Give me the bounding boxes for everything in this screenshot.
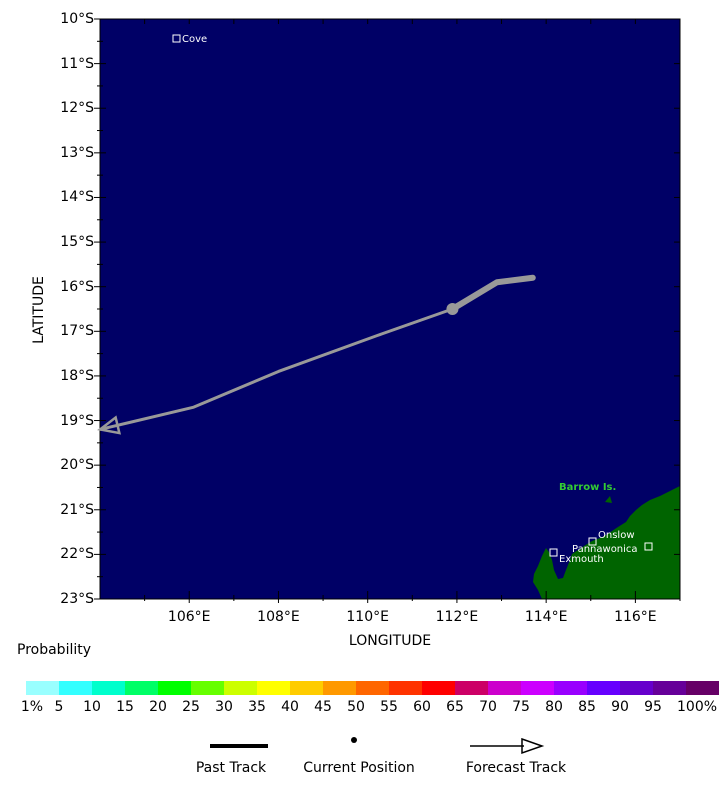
forecast-arrowhead (97, 415, 122, 435)
colorbar-swatch (323, 681, 356, 695)
axis-ticks (94, 18, 681, 603)
colorbar-tick-label: 40 (281, 699, 299, 715)
colorbar-swatch (389, 681, 422, 695)
colorbar-tick-label: 20 (149, 699, 167, 715)
colorbar-tick-label: 5 (54, 699, 64, 715)
latitude-tick-label: 20°S (60, 457, 94, 474)
town-marker-onslow (588, 537, 597, 546)
legend-current-position-label: Current Position (303, 760, 415, 776)
colorbar-swatch (686, 681, 719, 695)
colorbar-tick-label: 10 (83, 699, 101, 715)
longitude-tick-label: 106°E (167, 609, 211, 625)
latitude-axis-title: LATITUDE (31, 276, 47, 344)
colorbar-swatch (587, 681, 620, 695)
legend-forecast-track-label: Forecast Track (465, 760, 567, 776)
colorbar-swatch (422, 681, 455, 695)
colorbar-tick-label: 55 (380, 699, 398, 715)
latitude-tick-label: 22°S (60, 546, 94, 563)
forecast-track-line (99, 307, 453, 431)
legend-forecast-arrowhead (521, 737, 545, 755)
colorbar-swatch (224, 681, 257, 695)
colorbar-tick-label: 50 (347, 699, 365, 715)
latitude-tick-label: 23°S (60, 591, 94, 607)
colorbar-tick-label: 45 (314, 699, 332, 715)
colorbar-swatch (653, 681, 686, 695)
colorbar-swatch (620, 681, 653, 695)
ocean-area (100, 19, 680, 599)
colorbar-tick-label: 75 (512, 699, 530, 715)
colorbar-swatch (158, 681, 191, 695)
colorbar-tick-label: 100% (677, 699, 718, 715)
colorbar-tick-label: 1% (20, 699, 44, 715)
town-label-pannawonica: Pannawonica (572, 544, 638, 555)
colorbar-tick-label: 25 (182, 699, 200, 715)
longitude-axis-title: LONGITUDE (348, 633, 432, 649)
town-label-exmouth: Exmouth (559, 554, 604, 565)
colorbar-swatch (191, 681, 224, 695)
colorbar-swatch (26, 681, 59, 695)
town-label-cove: Cove (182, 34, 207, 45)
longitude-tick-label: 110°E (346, 609, 389, 625)
legend-current-position-dot (351, 737, 357, 743)
colorbar-swatch (125, 681, 158, 695)
town-marker-exmouth (549, 548, 558, 557)
land-mass-western-australia (533, 486, 680, 599)
town-label-onslow: Onslow (598, 530, 635, 541)
colorbar-tick-label: 65 (446, 699, 464, 715)
latitude-tick-label: 19°S (60, 412, 94, 429)
colorbar-tick-label: 15 (116, 699, 134, 715)
probability-title: Probability (17, 642, 92, 658)
colorbar-tick-label: 60 (413, 699, 431, 715)
colorbar-tick-label: 35 (248, 699, 266, 715)
town-marker-pannawonica (644, 542, 653, 551)
barrow-island (605, 496, 612, 503)
latitude-tick-label: 17°S (60, 323, 94, 340)
colorbar-swatch (356, 681, 389, 695)
latitude-tick-label: 12°S (60, 100, 94, 117)
colorbar-tick-label: 80 (545, 699, 563, 715)
latitude-tick-label: 15°S (60, 234, 94, 251)
past-track-line (449, 274, 536, 312)
legend-past-track-label: Past Track (195, 760, 267, 776)
colorbar-swatch (257, 681, 290, 695)
colorbar-swatch (488, 681, 521, 695)
town-marker-cove (172, 34, 181, 43)
colorbar-tick-label: 90 (611, 699, 629, 715)
colorbar-tick-label: 85 (578, 699, 596, 715)
latitude-tick-label: 11°S (60, 55, 94, 72)
colorbar-swatch (455, 681, 488, 695)
barrow-island-label: Barrow Is. (559, 482, 616, 493)
colorbar-tick-label: 95 (644, 699, 662, 715)
colorbar-swatch (290, 681, 323, 695)
latitude-tick-label: 10°S (60, 11, 94, 27)
colorbar-tick-label: 70 (479, 699, 497, 715)
colorbar-swatch (521, 681, 554, 695)
latitude-tick-label: 13°S (60, 144, 94, 161)
latitude-tick-label: 18°S (60, 367, 94, 384)
longitude-tick-label: 112°E (435, 609, 479, 625)
colorbar-swatch (554, 681, 587, 695)
longitude-tick-label: 114°E (524, 609, 568, 625)
colorbar-swatch (92, 681, 125, 695)
longitude-tick-label: 108°E (257, 609, 300, 625)
colorbar-swatch (59, 681, 92, 695)
current-position-marker (446, 303, 459, 315)
colorbar-tick-label: 30 (215, 699, 233, 715)
probability-colorbar (26, 681, 719, 695)
latitude-tick-label: 16°S (60, 278, 94, 295)
longitude-tick-label: 116°E (614, 609, 657, 625)
latitude-tick-label: 14°S (60, 189, 94, 206)
latitude-tick-label: 21°S (60, 501, 94, 518)
